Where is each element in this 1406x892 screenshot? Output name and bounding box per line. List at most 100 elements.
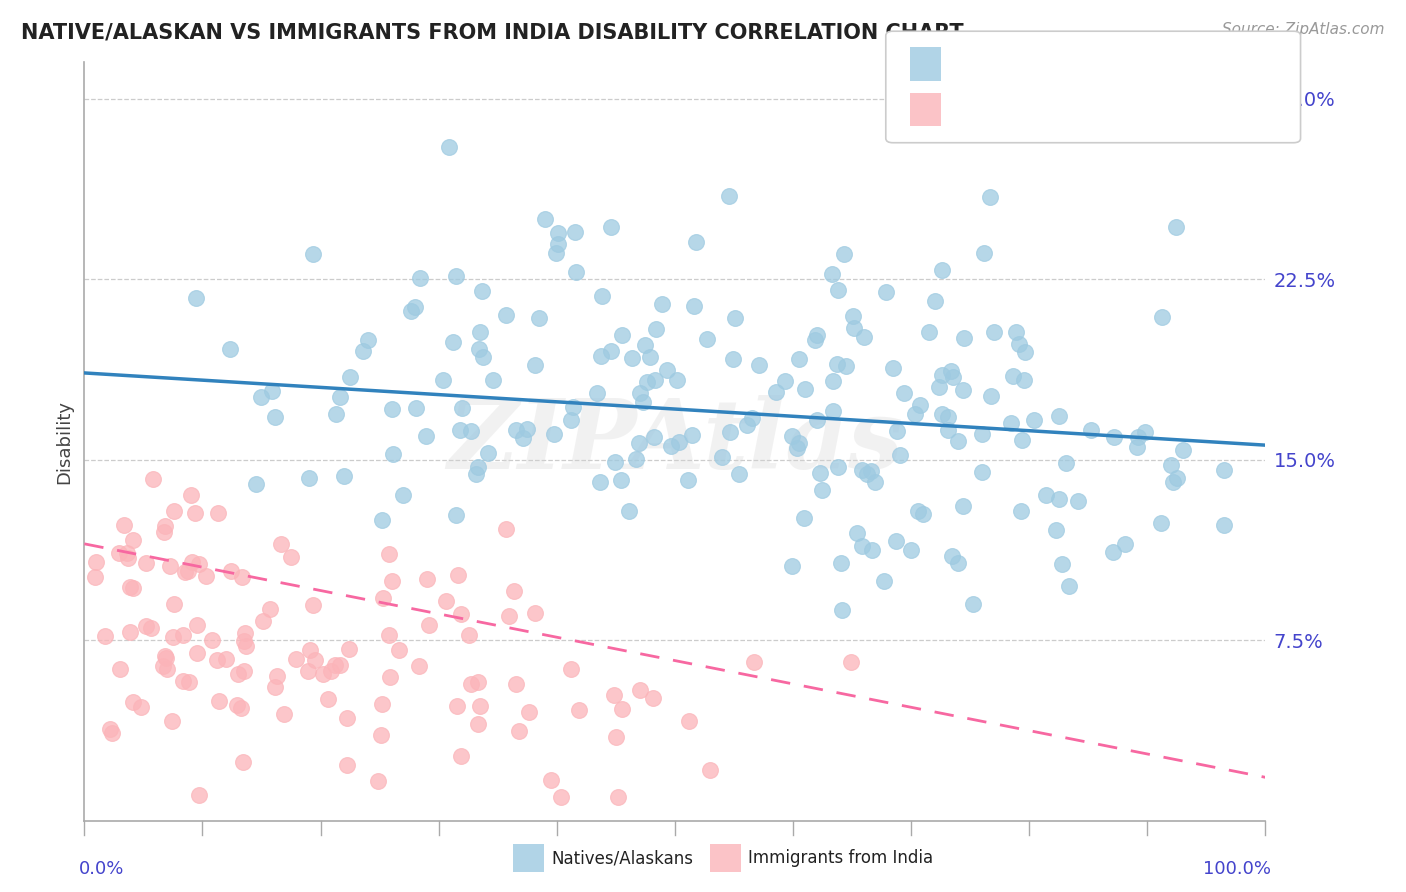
Point [139,621,162,635]
Point [562,400,585,414]
Point [273,707,295,722]
Point [1014,345,1036,359]
Point [460,677,482,691]
Point [1000,416,1022,430]
Point [748,358,770,372]
Point [931,407,953,421]
Point [233,626,256,640]
Point [842,309,865,323]
Point [1054,457,1077,471]
Point [645,322,668,336]
Point [823,375,845,389]
Point [205,653,228,667]
Point [853,330,876,344]
Point [873,574,896,588]
Point [235,639,257,653]
Point [839,655,862,669]
Point [842,321,865,335]
Point [904,407,927,421]
Point [628,386,651,401]
Point [810,483,832,498]
Point [780,558,803,573]
Point [1022,413,1045,427]
Point [186,618,208,632]
Text: Immigrants from India: Immigrants from India [748,849,934,867]
Point [1050,557,1073,571]
Point [1128,430,1150,444]
Point [451,401,474,415]
Point [418,617,440,632]
Point [741,410,763,425]
Point [835,359,858,373]
Point [918,325,941,339]
Point [450,607,472,621]
Point [907,504,929,518]
Point [605,455,627,469]
Point [1102,430,1125,444]
Point [505,676,527,690]
Point [845,526,868,541]
Point [481,373,503,387]
Point [1047,491,1070,506]
Point [946,434,969,448]
Point [467,717,489,731]
Point [534,212,557,227]
Point [108,546,131,560]
Point [832,247,855,261]
Point [863,475,886,490]
Point [135,556,157,570]
Point [302,599,325,613]
Point [908,398,931,412]
Point [333,468,356,483]
Point [685,235,707,249]
Point [651,296,673,310]
Text: Natives/Alaskans: Natives/Alaskans [551,849,693,867]
Point [735,418,758,433]
Point [924,294,946,309]
Point [233,633,256,648]
Point [591,349,613,363]
Point [980,389,1002,403]
Point [162,630,184,644]
Point [931,368,953,383]
Point [467,674,489,689]
Point [1150,516,1173,531]
Point [381,447,404,461]
Point [457,628,479,642]
Point [270,537,292,551]
Point [508,724,530,739]
Point [851,462,873,476]
Point [316,691,339,706]
Point [135,619,157,633]
Point [312,666,335,681]
Point [187,558,209,572]
Point [636,375,658,389]
Point [477,446,499,460]
Point [1067,494,1090,508]
Point [643,430,665,444]
Point [803,333,825,347]
Point [678,714,700,728]
Point [264,410,287,425]
Point [786,441,808,455]
Point [207,506,229,520]
Point [186,646,208,660]
Point [370,697,392,711]
Point [953,331,976,345]
Point [280,549,302,564]
Point [942,369,965,384]
Point [600,343,623,358]
Point [184,291,207,305]
Point [524,606,547,620]
Point [827,284,849,298]
Point [122,695,145,709]
Point [524,359,547,373]
Text: 0.0%: 0.0% [79,860,124,878]
Point [782,429,804,443]
Point [208,694,231,708]
Point [367,773,389,788]
Point [643,691,665,706]
Point [200,632,222,647]
Point [631,395,654,409]
Point [659,439,682,453]
